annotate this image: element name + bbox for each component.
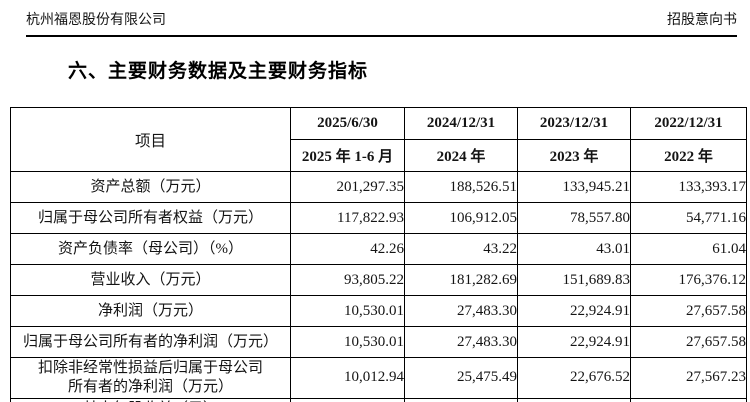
value-cell: 133,393.17 bbox=[630, 171, 747, 203]
column-header-date-2024: 2024/12/31 bbox=[404, 107, 518, 140]
value-cell: 10,530.01 bbox=[290, 326, 405, 358]
table-row-net-profit: 净利润（万元） 10,530.01 27,483.30 22,924.91 27… bbox=[10, 295, 747, 327]
row-label: 基本每股收益（元） bbox=[10, 397, 291, 402]
value-cell: 176,376.12 bbox=[630, 264, 747, 296]
value-cell: 54,771.16 bbox=[630, 202, 747, 234]
value-cell: 27,657.58 bbox=[630, 295, 747, 327]
running-header: 杭州福恩股份有限公司 招股意向书 bbox=[26, 9, 737, 37]
row-label: 资产总额（万元） bbox=[10, 171, 291, 203]
column-header-period-2022: 2022 年 bbox=[630, 139, 747, 172]
column-header-period-2023: 2023 年 bbox=[517, 139, 631, 172]
table-row-deducted-net-profit: 扣除非经常性损益后归属于母公司所有者的净利润（万元） 10,012.94 25,… bbox=[10, 357, 747, 399]
value-cell: 43.01 bbox=[517, 233, 631, 265]
value-cell: 42.26 bbox=[290, 233, 405, 265]
row-label: 归属于母公司所有者的净利润（万元） bbox=[10, 326, 291, 358]
row-label: 营业收入（万元） bbox=[10, 264, 291, 296]
value-cell: 22,924.91 bbox=[517, 326, 631, 358]
value-cell: 43.22 bbox=[404, 233, 518, 265]
item-column-header: 项目 bbox=[10, 107, 291, 172]
value-cell: 181,282.69 bbox=[404, 264, 518, 296]
value-cell bbox=[404, 397, 518, 402]
value-cell: 61.04 bbox=[630, 233, 747, 265]
value-cell bbox=[290, 397, 405, 402]
column-header-period-2024: 2024 年 bbox=[404, 139, 518, 172]
header-row-periods: 2025 年 1-6 月 2024 年 2023 年 2022 年 bbox=[11, 139, 747, 172]
value-cell: 25,475.49 bbox=[404, 357, 518, 399]
value-cell: 10,530.01 bbox=[290, 295, 405, 327]
table-row-parent-equity: 归属于母公司所有者权益（万元） 117,822.93 106,912.05 78… bbox=[10, 202, 747, 234]
value-cell: 117,822.93 bbox=[290, 202, 405, 234]
section-title: 六、主要财务数据及主要财务指标 bbox=[68, 61, 369, 82]
table-row-eps-partial: 基本每股收益（元） bbox=[10, 397, 747, 402]
value-cell: 22,924.91 bbox=[517, 295, 631, 327]
row-label: 扣除非经常性损益后归属于母公司所有者的净利润（万元） bbox=[10, 357, 291, 399]
financial-indicators-table: 项目 2025/6/30 2024/12/31 2023/12/31 2022/… bbox=[10, 107, 747, 402]
column-header-period-2025: 2025 年 1-6 月 bbox=[290, 139, 405, 172]
value-cell bbox=[630, 397, 747, 402]
table-row-total-assets: 资产总额（万元） 201,297.35 188,526.51 133,945.2… bbox=[10, 171, 747, 203]
value-cell: 188,526.51 bbox=[404, 171, 518, 203]
value-cell: 133,945.21 bbox=[517, 171, 631, 203]
column-header-date-2025: 2025/6/30 bbox=[290, 107, 405, 140]
value-cell: 201,297.35 bbox=[290, 171, 405, 203]
company-name: 杭州福恩股份有限公司 bbox=[26, 13, 166, 28]
row-label: 净利润（万元） bbox=[10, 295, 291, 327]
doc-type-label: 招股意向书 bbox=[667, 13, 737, 28]
value-cell: 151,689.83 bbox=[517, 264, 631, 296]
value-cell: 78,557.80 bbox=[517, 202, 631, 234]
value-cell: 106,912.05 bbox=[404, 202, 518, 234]
value-cell: 27,483.30 bbox=[404, 295, 518, 327]
row-label: 归属于母公司所有者权益（万元） bbox=[10, 202, 291, 234]
table-row-debt-ratio: 资产负债率（母公司）（%） 42.26 43.22 43.01 61.04 bbox=[10, 233, 747, 265]
row-label: 资产负债率（母公司）（%） bbox=[10, 233, 291, 265]
column-header-date-2023: 2023/12/31 bbox=[517, 107, 631, 140]
value-cell: 27,567.23 bbox=[630, 357, 747, 399]
value-cell bbox=[517, 397, 631, 402]
value-cell: 27,657.58 bbox=[630, 326, 747, 358]
table-row-parent-net-profit: 归属于母公司所有者的净利润（万元） 10,530.01 27,483.30 22… bbox=[10, 326, 747, 358]
value-cell: 10,012.94 bbox=[290, 357, 405, 399]
header-row-dates: 项目 2025/6/30 2024/12/31 2023/12/31 2022/… bbox=[10, 107, 747, 172]
column-header-date-2022: 2022/12/31 bbox=[630, 107, 747, 140]
value-cell: 22,676.52 bbox=[517, 357, 631, 399]
value-cell: 93,805.22 bbox=[290, 264, 405, 296]
table-row-revenue: 营业收入（万元） 93,805.22 181,282.69 151,689.83… bbox=[10, 264, 747, 296]
value-cell: 27,483.30 bbox=[404, 326, 518, 358]
